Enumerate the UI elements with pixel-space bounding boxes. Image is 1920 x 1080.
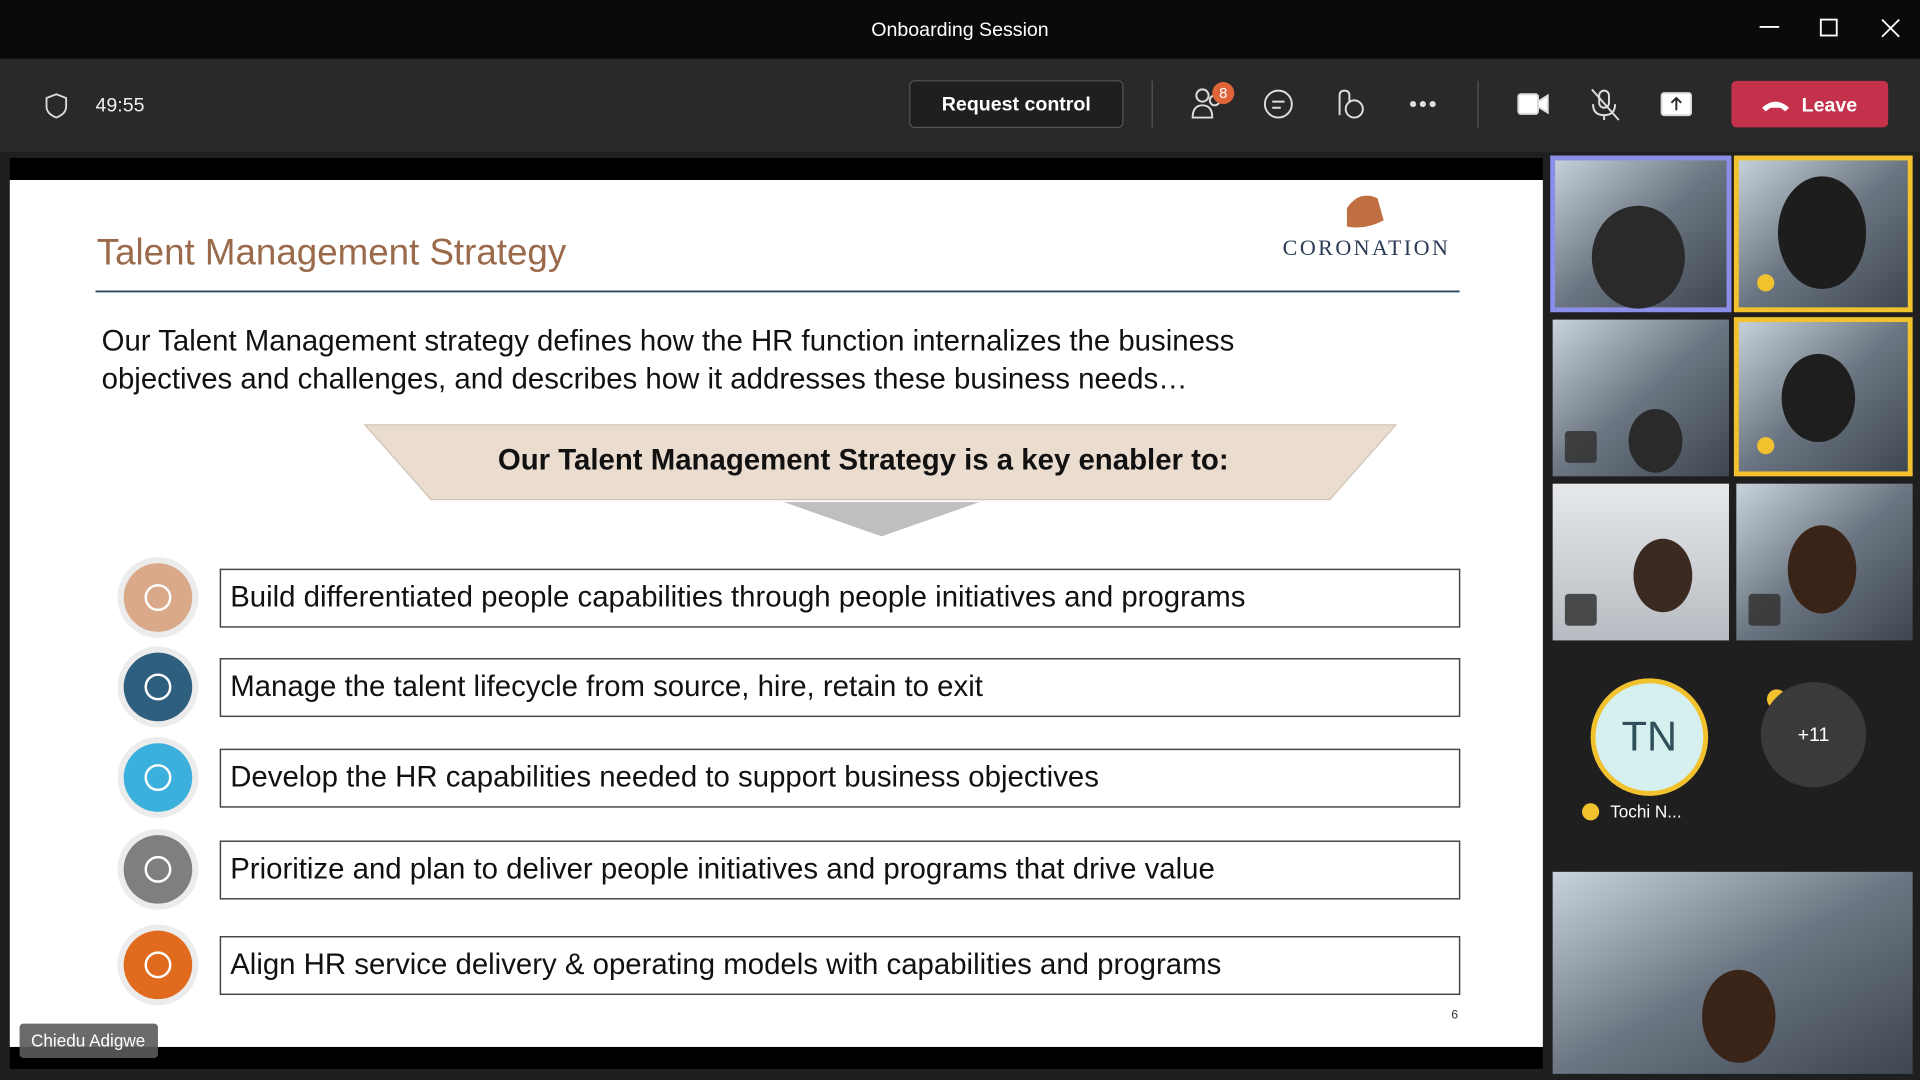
item-icon-glyph	[144, 764, 172, 792]
logo-text: CORONATION	[1283, 235, 1451, 260]
slide: Talent Management Strategy CORONATION Ou…	[9, 180, 1543, 1047]
item-icon	[123, 652, 193, 722]
more-button[interactable]	[1410, 101, 1436, 108]
banner-text: Our Talent Management Strategy is a key …	[498, 443, 1229, 476]
item-box	[219, 658, 1461, 718]
intro-line: Our Talent Management strategy defines h…	[102, 325, 1235, 358]
item-icon-glyph	[144, 673, 172, 701]
page-number: 6	[1451, 1007, 1458, 1021]
more-participants[interactable]	[1760, 682, 1867, 788]
avatar-initials: TN	[1622, 713, 1677, 760]
item-text: Prioritize and plan to deliver people in…	[230, 852, 1215, 885]
person	[1777, 176, 1867, 289]
item-icon	[123, 743, 193, 812]
more-participants-count: +11	[1798, 724, 1830, 746]
banner	[363, 424, 1398, 501]
restore[interactable]	[1819, 18, 1838, 37]
logo-mark	[1346, 195, 1384, 228]
avatar-name: Tochi N...	[1610, 802, 1681, 822]
presenter-tag	[19, 1023, 158, 1058]
window-title: Onboarding Session	[871, 19, 1048, 41]
slide-title: Talent Management Strategy	[97, 231, 567, 272]
item-icon-glyph	[144, 584, 172, 612]
person	[1591, 205, 1685, 309]
item-text: Develop the HR capabilities needed to su…	[230, 761, 1099, 794]
muted-badges	[1564, 431, 1781, 626]
item-box	[219, 840, 1461, 900]
request-control-button[interactable]	[909, 80, 1124, 128]
item-text: Align HR service delivery & operating mo…	[230, 948, 1221, 981]
item-icon	[123, 930, 193, 1000]
participants-badge: 8	[1219, 86, 1227, 102]
person	[1633, 538, 1693, 613]
intro-line: objectives and challenges, and describes…	[102, 363, 1188, 396]
item-text: Manage the talent lifecycle from source,…	[230, 670, 983, 703]
person	[1787, 525, 1857, 614]
shield-icon	[45, 93, 68, 119]
person	[1781, 353, 1856, 443]
item-text: Build differentiated people capabilities…	[230, 581, 1245, 614]
timer: 49:55	[96, 95, 145, 117]
banner-arrow	[783, 502, 980, 537]
leave-button[interactable]	[1731, 80, 1889, 128]
person	[1702, 969, 1776, 1063]
presenter-name: Chiedu Adigwe	[31, 1031, 145, 1051]
chat-button[interactable]	[1263, 89, 1293, 119]
avatar[interactable]	[1590, 678, 1709, 796]
leave-label: Leave	[1802, 95, 1858, 117]
video-gallery: TN Tochi N... +11	[1550, 155, 1913, 1074]
reactions-button[interactable]	[1338, 89, 1364, 119]
close[interactable]	[1881, 18, 1900, 38]
leave-icon	[1762, 101, 1789, 112]
item-icon	[123, 563, 193, 632]
item-box	[219, 748, 1461, 808]
mic-button[interactable]	[1591, 88, 1620, 121]
request-control-label: Request control	[942, 93, 1091, 115]
share-button[interactable]	[1660, 92, 1692, 117]
item-icon-glyph	[144, 951, 172, 979]
title-bar	[0, 0, 1920, 59]
item-box	[219, 936, 1461, 996]
person	[1628, 408, 1683, 473]
camera-button[interactable]	[1517, 93, 1549, 115]
item-icon-glyph	[144, 855, 172, 883]
item-box	[219, 568, 1461, 628]
window-controls[interactable]	[1759, 18, 1900, 38]
item-icon	[123, 835, 193, 904]
participants-badge-bg	[1212, 82, 1235, 105]
